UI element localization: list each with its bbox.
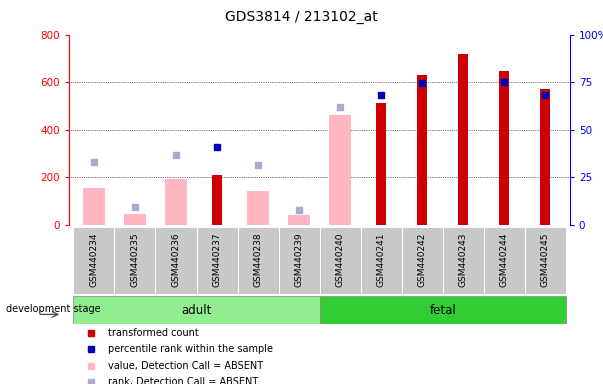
Text: GSM440241: GSM440241 — [377, 233, 386, 287]
Bar — [124, 214, 147, 225]
Text: GSM440244: GSM440244 — [500, 233, 509, 287]
Bar — [197, 227, 238, 294]
Bar — [115, 227, 156, 294]
Bar — [376, 103, 387, 225]
Bar — [320, 227, 361, 294]
Bar — [417, 75, 428, 225]
Text: GSM440236: GSM440236 — [171, 233, 180, 288]
Text: GSM440245: GSM440245 — [541, 233, 550, 287]
Bar — [238, 227, 279, 294]
Text: GSM440242: GSM440242 — [418, 233, 427, 287]
Bar — [525, 227, 566, 294]
Text: GSM440240: GSM440240 — [336, 233, 344, 287]
Text: adult: adult — [182, 304, 212, 316]
Text: GDS3814 / 213102_at: GDS3814 / 213102_at — [225, 10, 378, 23]
Bar — [83, 188, 106, 225]
Text: GSM440235: GSM440235 — [130, 233, 139, 288]
Text: transformed count: transformed count — [109, 328, 199, 338]
Bar — [74, 296, 320, 324]
Bar — [499, 71, 510, 225]
Bar — [320, 296, 566, 324]
Bar — [484, 227, 525, 294]
Text: GSM440243: GSM440243 — [459, 233, 468, 287]
Text: GSM440234: GSM440234 — [89, 233, 98, 287]
Text: GSM440239: GSM440239 — [295, 233, 303, 288]
Text: GSM440237: GSM440237 — [212, 233, 221, 288]
Bar — [458, 54, 469, 225]
Bar — [156, 227, 197, 294]
Text: GSM440238: GSM440238 — [253, 233, 262, 288]
Bar — [279, 227, 320, 294]
Bar — [247, 191, 270, 225]
Bar — [165, 179, 188, 225]
Text: development stage: development stage — [6, 304, 101, 314]
Bar — [74, 227, 115, 294]
Bar — [361, 227, 402, 294]
Bar — [329, 115, 352, 225]
Bar — [540, 89, 551, 225]
Bar — [288, 215, 311, 225]
Bar — [212, 175, 222, 225]
Bar — [402, 227, 443, 294]
Text: value, Detection Call = ABSENT: value, Detection Call = ABSENT — [109, 361, 264, 371]
Text: percentile rank within the sample: percentile rank within the sample — [109, 344, 273, 354]
Bar — [443, 227, 484, 294]
Text: fetal: fetal — [429, 304, 456, 316]
Text: rank, Detection Call = ABSENT: rank, Detection Call = ABSENT — [109, 377, 259, 384]
